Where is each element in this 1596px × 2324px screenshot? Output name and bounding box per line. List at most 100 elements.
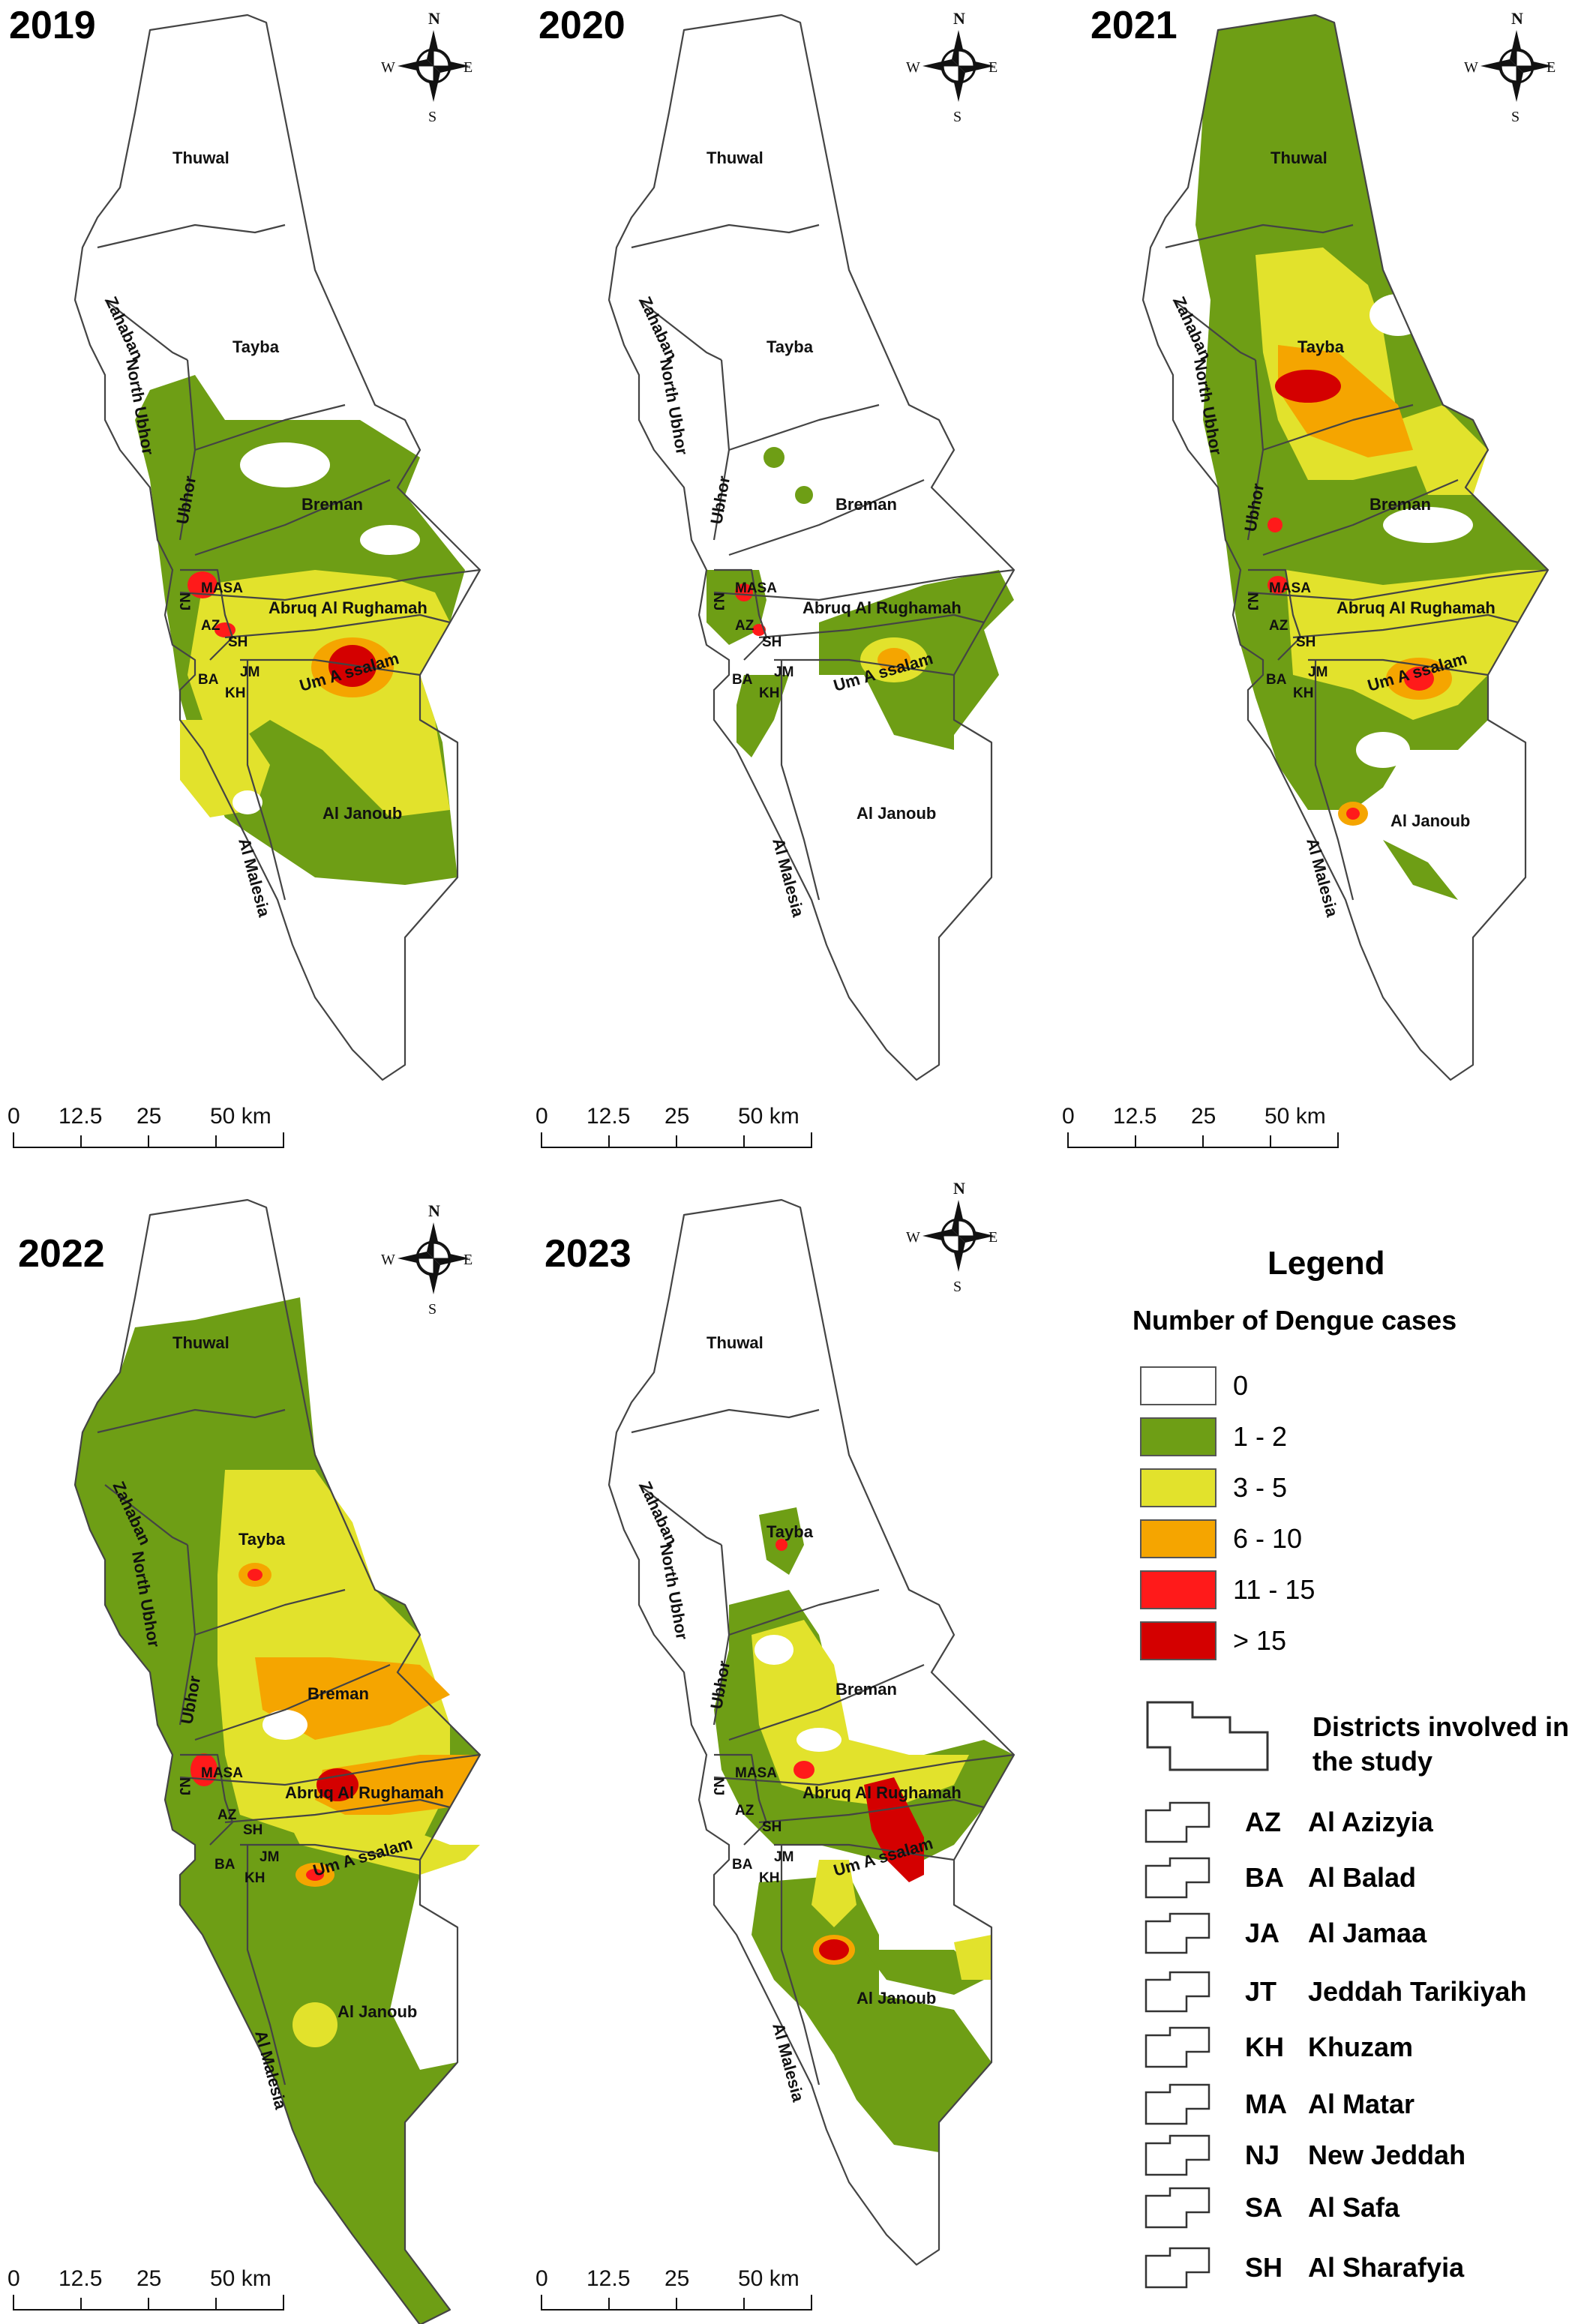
swatch: [1140, 1519, 1216, 1558]
swatch: [1140, 1468, 1216, 1507]
compass-e: E: [464, 1252, 472, 1268]
label-nj: NJ: [710, 592, 726, 610]
scale-bar: 0 12.5 25 50 km: [8, 1104, 284, 1148]
label-abruq: Abruq Al Rughamah: [802, 1783, 962, 1802]
legend-district-kh: KH Khuzam: [1140, 2025, 1413, 2070]
label-thuwal: Thuwal: [172, 1333, 230, 1352]
legend-class-label: 6 - 10: [1233, 1523, 1303, 1554]
map-2020: Thuwal Zahaban Tayba North Ubhor Ubhor B…: [536, 9, 1016, 1148]
label-jm: JM: [260, 1849, 279, 1865]
north-arrow: N S E W: [906, 1179, 998, 1295]
map-panel-2019: 2019 Thuw: [0, 0, 525, 1170]
compass-s: S: [428, 1301, 436, 1318]
district-code: JA: [1245, 1918, 1280, 1948]
label-ba: BA: [732, 672, 753, 688]
scale-tick-2: 25: [136, 1104, 161, 1129]
label-breman: Breman: [836, 495, 897, 514]
district-code: AZ: [1245, 1807, 1281, 1837]
label-tayba: Tayba: [232, 337, 280, 356]
district-name: Al Safa: [1308, 2192, 1400, 2223]
label-masa: MASA: [201, 1765, 243, 1781]
scale-tick-3: 50 km: [210, 2266, 272, 2291]
label-az: AZ: [218, 1807, 237, 1823]
compass-n: N: [428, 9, 440, 28]
label-ba: BA: [214, 1857, 236, 1873]
district-code: NJ: [1245, 2140, 1280, 2170]
label-abruq: Abruq Al Rughamah: [268, 598, 428, 617]
compass-w: W: [381, 1252, 395, 1268]
map-2021: Thuwal Zahaban Tayba North Ubhor Ubhor B…: [1062, 9, 1556, 1148]
compass-w: W: [381, 59, 395, 76]
label-kh: KH: [759, 685, 779, 701]
legend-class-3: 6 - 10: [1140, 1518, 1302, 1560]
label-abruq: Abruq Al Rughamah: [802, 598, 962, 617]
district-name: Al Matar: [1308, 2089, 1415, 2119]
map-panel-2021: 2021: [1062, 0, 1593, 1170]
scale-bar: 0 12.5 25 50 km: [536, 1104, 812, 1148]
label-ba: BA: [732, 1857, 753, 1873]
map-2019: Thuwal Zahaban Tayba North Ubhor Ubhor B…: [8, 9, 482, 1148]
scale-tick-1: 12.5: [586, 2266, 630, 2291]
compass-n: N: [953, 9, 965, 28]
district-code: MA: [1245, 2089, 1287, 2119]
district-shape-icon: [1144, 2187, 1210, 2229]
map-2022: Thuwal Zahaban Tayba North Ubhor Ubhor B…: [8, 1198, 488, 2324]
legend-class-label: 11 - 15: [1233, 1574, 1316, 1605]
label-nj: NJ: [1244, 592, 1260, 610]
year-label: 2023: [544, 1232, 632, 1276]
legend-class-5: > 15: [1140, 1620, 1286, 1662]
label-masa: MASA: [735, 1765, 777, 1781]
district-name: Khuzam: [1308, 2032, 1414, 2062]
label-breman: Breman: [836, 1680, 897, 1699]
label-al-janoub: Al Janoub: [322, 804, 402, 823]
label-abruq: Abruq Al Rughamah: [285, 1783, 444, 1802]
scale-tick-0: 0: [536, 2266, 548, 2291]
year-label: 2022: [18, 1232, 105, 1276]
scale-bar: 0 12.5 25 50 km: [1062, 1104, 1339, 1148]
choropleth-2020: [706, 447, 1014, 757]
label-al-malesia: Al Malesia: [769, 2021, 808, 2104]
district-code: SA: [1245, 2192, 1283, 2223]
label-nj: NJ: [176, 592, 192, 610]
district-name: Jeddah Tarikiyah: [1308, 1976, 1527, 2007]
swatch: [1140, 1366, 1216, 1405]
district-shape-icon: [1144, 2026, 1210, 2068]
district-shape-icon: [1144, 2247, 1210, 2289]
label-tayba: Tayba: [766, 337, 814, 356]
scale-tick-1: 12.5: [586, 1104, 630, 1129]
legend-class-0: 0: [1140, 1365, 1248, 1407]
label-north-ubhor: North Ubhor: [656, 1543, 692, 1642]
district-shape-icon: [1144, 1801, 1210, 1843]
district-code: JT: [1245, 1976, 1277, 2007]
swatch: [1140, 1417, 1216, 1456]
map-panel-2022: 2022: [0, 1170, 525, 2324]
legend-district-nj: NJ New Jeddah: [1140, 2133, 1466, 2178]
label-al-janoub: Al Janoub: [856, 804, 936, 823]
year-label: 2019: [9, 4, 96, 47]
label-az: AZ: [1269, 618, 1288, 634]
label-jm: JM: [240, 664, 260, 680]
district-shape-icon: [1144, 1912, 1210, 1954]
scale-tick-3: 50 km: [738, 2266, 800, 2291]
compass-e: E: [1546, 59, 1556, 76]
north-arrow: N S E W: [906, 9, 998, 125]
label-masa: MASA: [201, 580, 243, 596]
scale-tick-1: 12.5: [58, 2266, 102, 2291]
label-north-ubhor: North Ubhor: [656, 358, 692, 457]
scale-tick-2: 25: [664, 1104, 689, 1129]
label-thuwal: Thuwal: [706, 1333, 764, 1352]
compass-n: N: [953, 1179, 965, 1198]
year-label: 2021: [1090, 4, 1178, 47]
label-al-janoub: Al Janoub: [856, 1989, 936, 2008]
north-arrow: N S E W: [381, 9, 472, 125]
choropleth-2022: [75, 1297, 488, 2324]
label-kh: KH: [1293, 685, 1313, 701]
scale-tick-0: 0: [8, 1104, 20, 1129]
legend-district-sa: SA Al Safa: [1140, 2185, 1400, 2230]
scale-bar: 0 12.5 25 50 km: [8, 2266, 284, 2311]
label-masa: MASA: [735, 580, 777, 596]
scale-tick-0: 0: [536, 1104, 548, 1129]
district-name: Al Azizyia: [1308, 1807, 1433, 1837]
compass-w: W: [906, 1229, 920, 1246]
swatch: [1140, 1621, 1216, 1660]
